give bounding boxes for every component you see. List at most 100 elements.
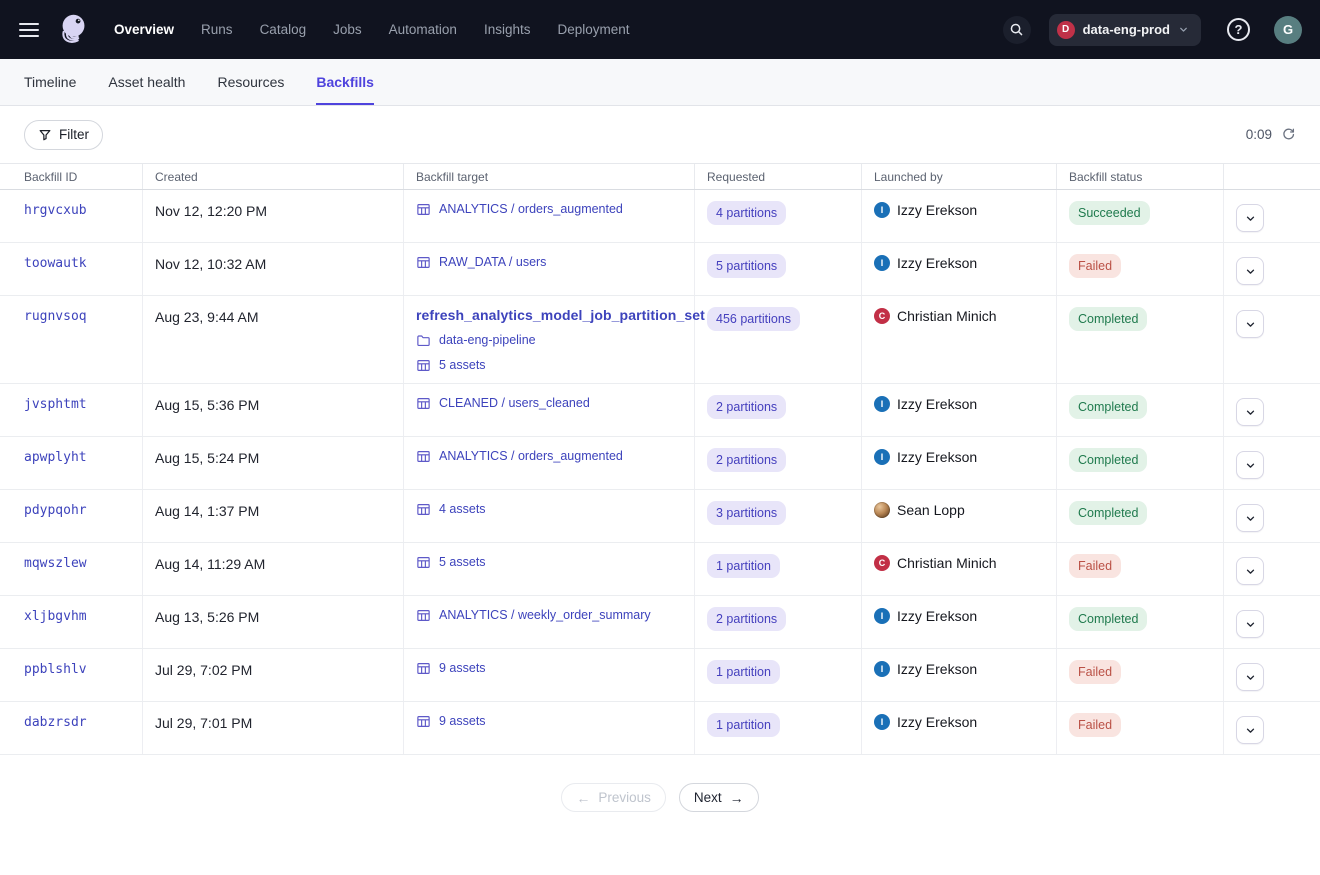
dagster-logo[interactable]	[54, 8, 94, 52]
cell-requested: 456 partitions	[695, 296, 862, 383]
tab-timeline[interactable]: Timeline	[24, 59, 76, 105]
user-letter-avatar: I	[874, 255, 890, 271]
launched-by-user: IIzzy Erekson	[874, 660, 1044, 678]
cell-requested: 5 partitions	[695, 243, 862, 295]
cell-backfill-status: Failed	[1057, 243, 1224, 295]
launched-by-user: Sean Lopp	[874, 501, 1044, 519]
status-badge: Failed	[1069, 660, 1121, 684]
refresh-icon[interactable]	[1281, 127, 1296, 142]
created-timestamp: Nov 12, 10:32 AM	[155, 256, 266, 272]
backfill-id-link[interactable]: mqwszlew	[24, 556, 87, 571]
row-actions-dropdown-button[interactable]	[1236, 257, 1264, 285]
partitions-badge: 2 partitions	[707, 607, 786, 631]
row-actions-dropdown-button[interactable]	[1236, 504, 1264, 532]
row-actions-dropdown-button[interactable]	[1236, 204, 1264, 232]
user-avatar[interactable]: G	[1274, 16, 1302, 44]
nav-item-insights[interactable]: Insights	[484, 22, 531, 37]
user-name: Sean Lopp	[897, 501, 965, 519]
asset-table-icon	[416, 555, 431, 570]
backfill-id-link[interactable]: xljbgvhm	[24, 609, 87, 624]
row-actions-dropdown-button[interactable]	[1236, 310, 1264, 338]
row-actions-dropdown-button[interactable]	[1236, 451, 1264, 479]
table-row: apwplyht Aug 15, 5:24 PM ANALYTICS / order…	[0, 437, 1320, 490]
backfill-id-link[interactable]: pdypqohr	[24, 503, 87, 518]
cell-created: Aug 15, 5:24 PM	[143, 437, 404, 489]
cell-backfill-target: 9 assets	[404, 702, 695, 754]
backfill-id-link[interactable]: ppblshlv	[24, 662, 87, 677]
search-icon[interactable]	[1003, 16, 1031, 44]
user-letter-avatar: I	[874, 202, 890, 218]
cell-actions	[1224, 702, 1320, 754]
user-name: Izzy Erekson	[897, 254, 977, 272]
job-link[interactable]: refresh_analytics_model_job_partition_se…	[416, 307, 705, 323]
asset-link[interactable]: ANALYTICS / weekly_order_summary	[439, 607, 651, 623]
tab-asset-health[interactable]: Asset health	[108, 59, 185, 105]
backfill-id-link[interactable]: rugnvsoq	[24, 309, 87, 324]
asset-link[interactable]: 4 assets	[439, 501, 486, 517]
asset-link[interactable]: 5 assets	[439, 554, 486, 570]
user-name: Izzy Erekson	[897, 607, 977, 625]
cell-created: Jul 29, 7:01 PM	[143, 702, 404, 754]
row-actions-dropdown-button[interactable]	[1236, 557, 1264, 585]
tab-resources[interactable]: Resources	[217, 59, 284, 105]
backfill-id-link[interactable]: jvsphtmt	[24, 397, 87, 412]
user-name: Izzy Erekson	[897, 448, 977, 466]
asset-link[interactable]: 9 assets	[439, 660, 486, 676]
table-toolbar: Filter 0:09	[0, 106, 1320, 163]
cell-backfill-id: rugnvsoq	[0, 296, 143, 383]
table-row: dabzrsdrJul 29, 7:01 PM9 assets1 partiti…	[0, 702, 1320, 755]
cell-backfill-target: 4 assets	[404, 490, 695, 542]
menu-icon[interactable]	[14, 15, 44, 45]
cell-actions	[1224, 649, 1320, 701]
nav-item-runs[interactable]: Runs	[201, 22, 233, 37]
asset-link[interactable]: data-eng-pipeline	[439, 332, 536, 348]
deployment-switcher[interactable]: D data-eng-prod	[1049, 14, 1201, 46]
backfill-id-link[interactable]: dabzrsdr	[24, 715, 87, 730]
tab-backfills[interactable]: Backfills	[316, 59, 374, 105]
partitions-badge: 456 partitions	[707, 307, 800, 331]
deployment-avatar: D	[1057, 21, 1075, 39]
created-timestamp: Nov 12, 12:20 PM	[155, 203, 267, 219]
asset-link[interactable]: ANALYTICS / orders_augmented	[439, 448, 623, 464]
launched-by-user: IIzzy Erekson	[874, 395, 1044, 413]
target-line: 4 assets	[416, 501, 682, 517]
column-header-requested: Requested	[695, 164, 862, 189]
nav-item-overview[interactable]: Overview	[114, 22, 174, 37]
cell-backfill-target: RAW_DATA / users	[404, 243, 695, 295]
top-navigation-bar: Overview Runs Catalog Jobs Automation Insight…	[0, 0, 1320, 59]
asset-link[interactable]: CLEANED / users_cleaned	[439, 395, 590, 411]
row-actions-dropdown-button[interactable]	[1236, 716, 1264, 744]
nav-item-automation[interactable]: Automation	[389, 22, 457, 37]
status-badge: Failed	[1069, 554, 1121, 578]
asset-link[interactable]: RAW_DATA / users	[439, 254, 546, 270]
previous-label: Previous	[598, 790, 651, 805]
table-row: jvsphtmtAug 15, 5:36 PMCLEANED / users_c…	[0, 384, 1320, 437]
previous-page-button[interactable]: ← Previous	[561, 783, 666, 812]
backfill-id-link[interactable]: toowautk	[24, 256, 87, 271]
asset-link[interactable]: ANALYTICS / orders_augmented	[439, 201, 623, 217]
filter-button[interactable]: Filter	[24, 120, 103, 150]
cell-created: Aug 14, 11:29 AM	[143, 543, 404, 595]
asset-link[interactable]: 9 assets	[439, 713, 486, 729]
status-badge: Completed	[1069, 307, 1147, 331]
cell-backfill-target: refresh_analytics_model_job_partition_se…	[404, 296, 695, 383]
backfill-id-link[interactable]: hrgvcxub	[24, 203, 87, 218]
row-actions-dropdown-button[interactable]	[1236, 610, 1264, 638]
target-line: CLEANED / users_cleaned	[416, 395, 682, 411]
column-header-launched-by: Launched by	[862, 164, 1057, 189]
next-page-button[interactable]: Next →	[679, 783, 759, 812]
asset-link[interactable]: 5 assets	[439, 357, 486, 373]
nav-item-jobs[interactable]: Jobs	[333, 22, 362, 37]
cell-backfill-status: Completed	[1057, 596, 1224, 648]
nav-item-catalog[interactable]: Catalog	[260, 22, 307, 37]
user-name: Izzy Erekson	[897, 201, 977, 219]
column-header-backfill-target: Backfill target	[404, 164, 695, 189]
row-actions-dropdown-button[interactable]	[1236, 398, 1264, 426]
row-actions-dropdown-button[interactable]	[1236, 663, 1264, 691]
created-timestamp: Aug 14, 1:37 PM	[155, 503, 259, 519]
cell-requested: 3 partitions	[695, 490, 862, 542]
target-line: data-eng-pipeline	[416, 332, 682, 348]
backfill-id-link[interactable]: apwplyht	[24, 450, 87, 465]
help-icon[interactable]: ?	[1227, 18, 1250, 41]
nav-item-deployment[interactable]: Deployment	[557, 22, 629, 37]
